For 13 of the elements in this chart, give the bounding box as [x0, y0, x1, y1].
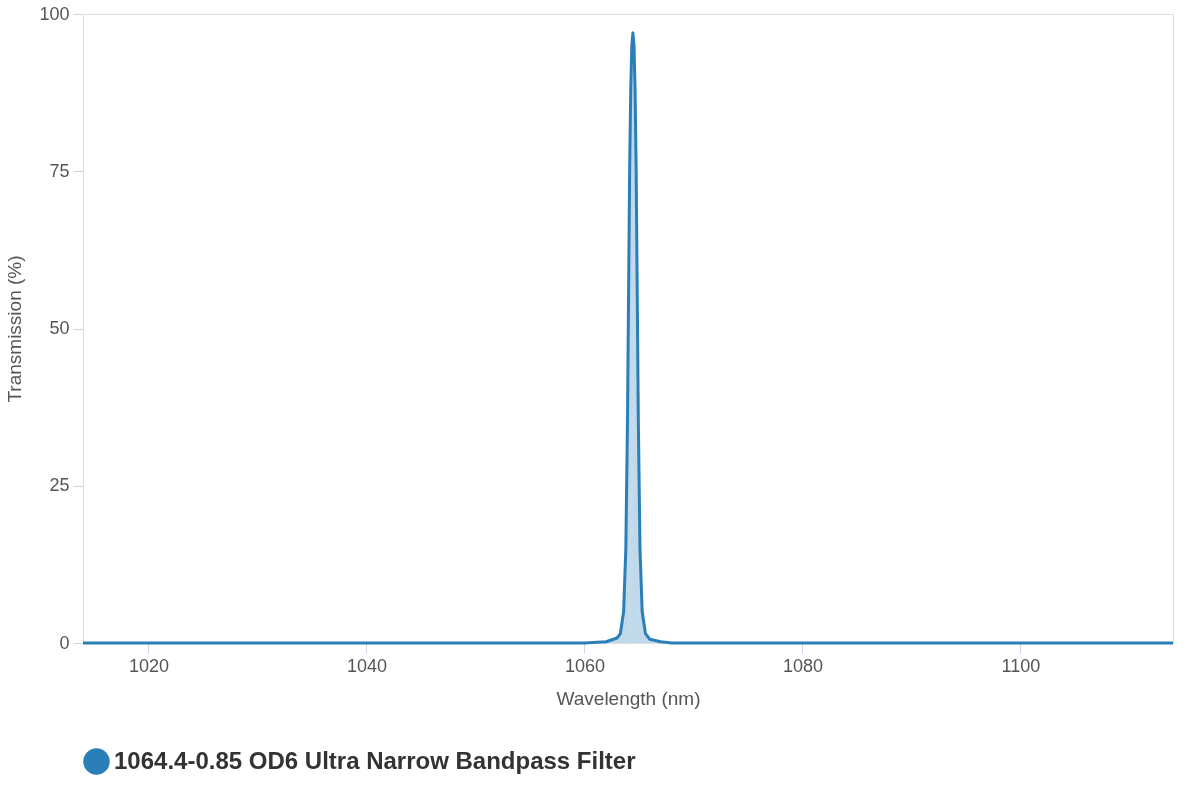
y-tick-label: 75 — [49, 160, 70, 181]
y-axis-title: Transmission (%) — [4, 255, 26, 403]
y-tick-label: 50 — [49, 318, 70, 338]
x-tick-label: 1020 — [128, 655, 169, 676]
y-tick-label: 25 — [49, 475, 70, 496]
y-tick-label: 0 — [59, 632, 70, 653]
x-tick-label: 1080 — [782, 655, 823, 676]
x-tick-label: 1040 — [346, 655, 387, 676]
legend-label: 1064.4-0.85 OD6 Ultra Narrow Bandpass Filter — [114, 746, 636, 774]
x-axis-title: Wavelength (nm) — [556, 687, 701, 709]
y-tick-label: 100 — [39, 3, 70, 24]
x-tick-label: 1100 — [1001, 655, 1041, 676]
x-tick-label: 1060 — [564, 655, 605, 676]
